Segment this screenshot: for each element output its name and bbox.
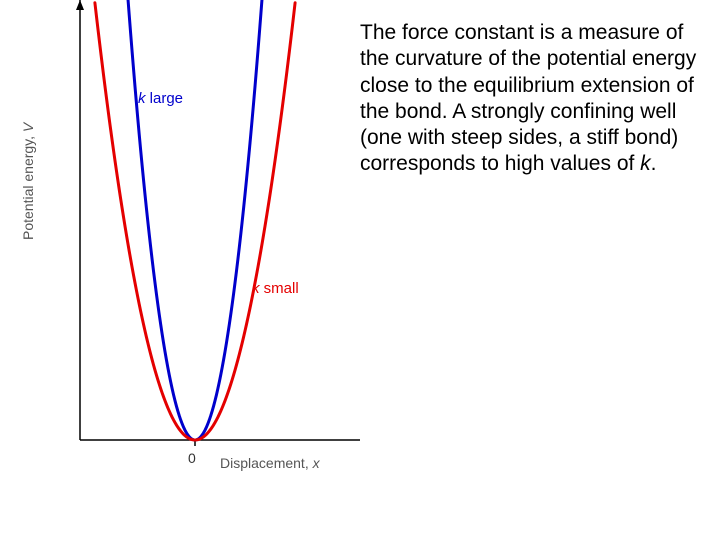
y-axis-label-text: Potential energy, — [20, 132, 36, 240]
series-label-k-small: k small — [252, 280, 299, 297]
x-axis-label-text: Displacement, — [220, 455, 313, 471]
description-k: k — [640, 152, 651, 175]
y-axis-label: Potential energy, V — [20, 123, 36, 240]
series-label-k-large: k large — [138, 90, 183, 107]
chart-svg — [30, 0, 360, 500]
y-axis-label-italic: V — [20, 123, 36, 132]
x-axis-label: Displacement, x — [220, 455, 320, 471]
series-label-k-large-italic: k — [138, 90, 150, 107]
x-axis-label-italic: x — [313, 455, 320, 471]
series-label-k-small-italic: k — [252, 280, 264, 297]
description-after: . — [651, 152, 657, 175]
potential-energy-chart: Potential energy, V Displacement, x 0 k … — [30, 0, 360, 500]
origin-label: 0 — [188, 450, 196, 466]
series-label-k-large-rest: large — [150, 90, 183, 107]
series-label-k-small-rest: small — [264, 280, 299, 297]
description-text: The force constant is a measure of the c… — [360, 20, 700, 178]
page: Potential energy, V Displacement, x 0 k … — [0, 0, 720, 540]
